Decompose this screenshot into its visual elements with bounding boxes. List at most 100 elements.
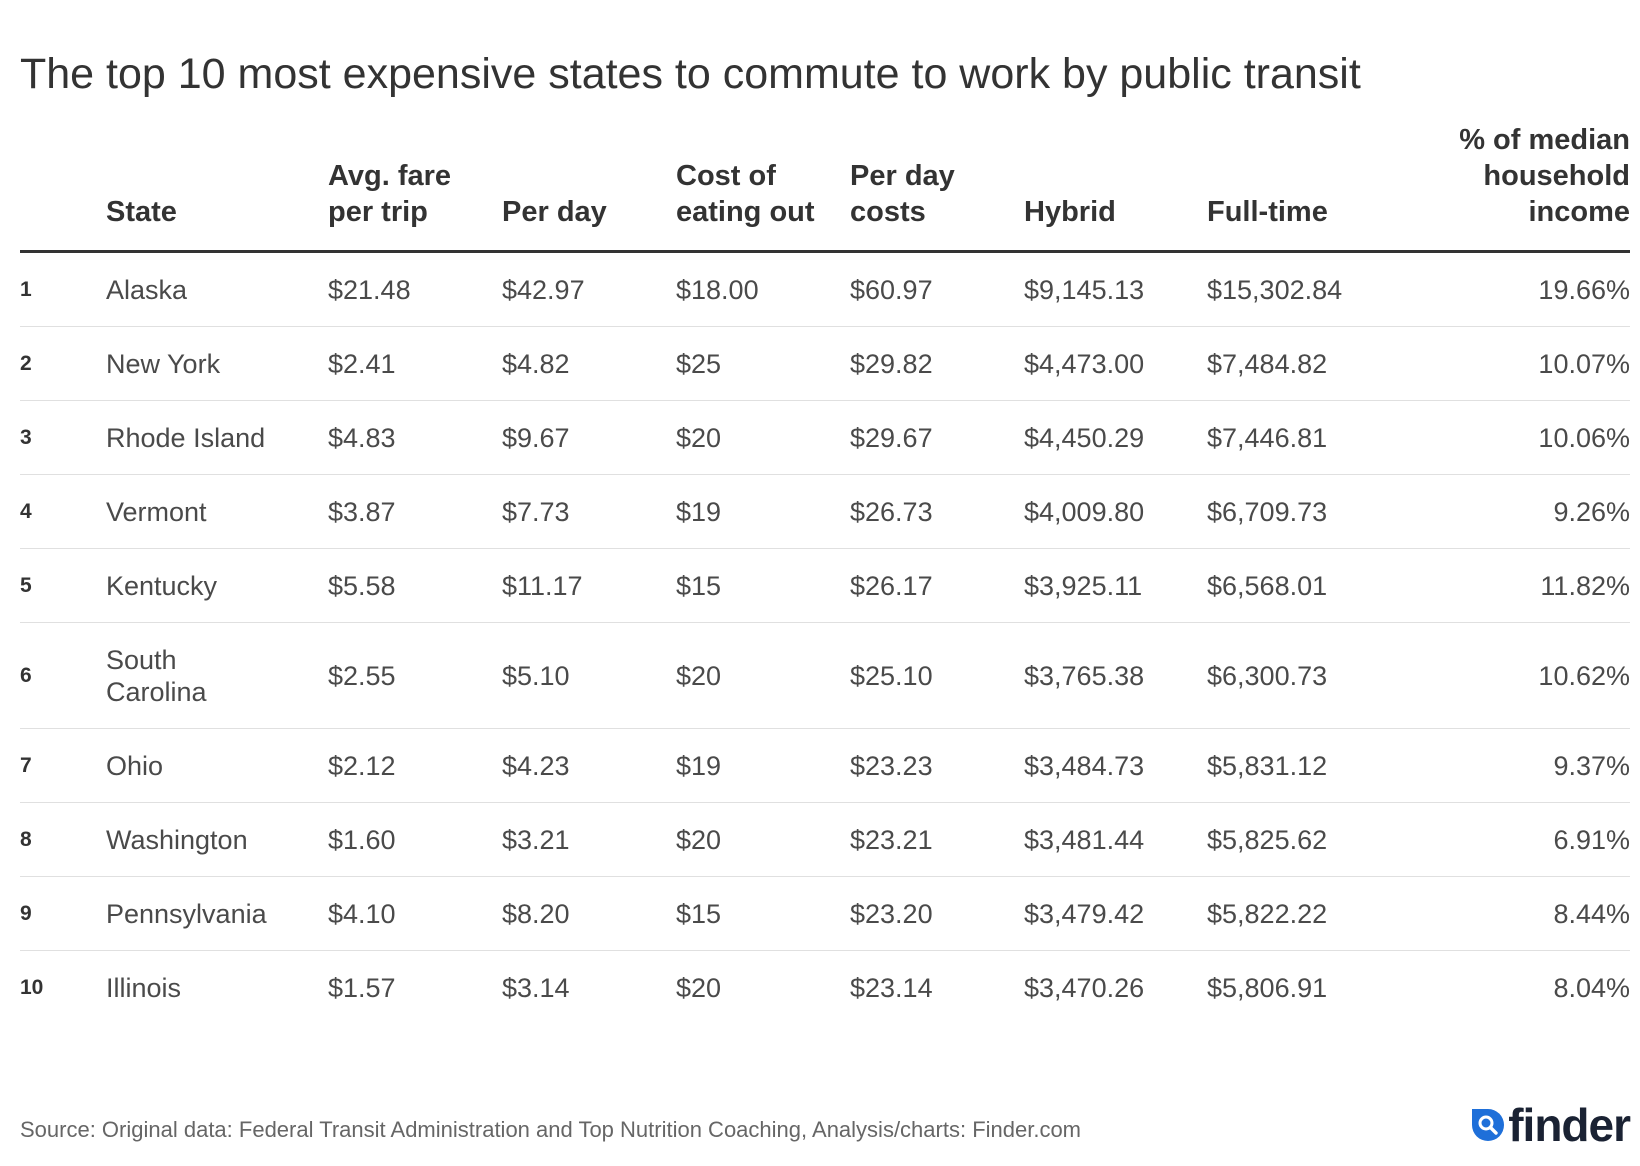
column-header-hybrid: Hybrid <box>1024 122 1207 253</box>
cell-hybrid: $3,479.42 <box>1024 876 1207 951</box>
cell-rank: 10 <box>20 975 44 999</box>
cell-hybrid: $4,450.29 <box>1024 400 1207 475</box>
cell-full-time: $6,300.73 <box>1207 622 1390 729</box>
cell-pct-income: 10.07% <box>1390 326 1630 401</box>
table-row: 1 Alaska $21.48 $42.97 $18.00 $60.97 $9,145.13… <box>20 251 1630 327</box>
chart-title: The top 10 most expensive states to comm… <box>20 49 1361 98</box>
cell-per-day-costs: $23.14 <box>850 972 933 1003</box>
cell-eating-out: $20 <box>676 802 850 877</box>
cell-per-day: $11.17 <box>502 548 676 623</box>
search-magnifier-icon <box>1472 1109 1505 1141</box>
cell-pct-income: 9.37% <box>1390 728 1630 803</box>
cell-per-day-costs: $23.23 <box>850 728 1024 803</box>
cell-hybrid: $3,470.26 <box>1024 972 1145 1003</box>
cell-per-day-costs: $23.20 <box>850 876 1024 951</box>
cell-rank: 6 <box>20 622 106 729</box>
cell-avg-fare: $1.60 <box>328 802 502 877</box>
column-header-rank <box>20 122 106 253</box>
cell-per-day: $9.67 <box>502 400 676 475</box>
column-header-state: State <box>106 122 328 253</box>
cell-pct-income: 10.06% <box>1390 400 1630 475</box>
cell-eating-out: $25 <box>676 326 850 401</box>
table-row: 7 Ohio $2.12 $4.23 $19 $23.23 $3,484.73 $5,831.… <box>20 728 1630 803</box>
cell-eating-out: $20 <box>676 972 722 1003</box>
cell-pct-income: 6.91% <box>1390 802 1630 877</box>
cell-state: Washington <box>106 802 328 877</box>
cell-full-time: $5,831.12 <box>1207 728 1390 803</box>
cell-state-text: South Carolina <box>106 644 207 707</box>
cell-hybrid: $3,481.44 <box>1024 802 1207 877</box>
table-row: 3 Rhode Island $4.83 $9.67 $20 $29.67 $4,450.2… <box>20 400 1630 475</box>
table-row: 4 Vermont $3.87 $7.73 $19 $26.73 $4,009.80 $6,7… <box>20 474 1630 549</box>
cell-hybrid: $9,145.13 <box>1024 251 1207 327</box>
cell-avg-fare: $1.57 <box>328 972 396 1003</box>
cell-per-day-costs: $26.17 <box>850 548 1024 623</box>
finder-logo: finder <box>1470 1099 1631 1151</box>
cell-full-time: $7,484.82 <box>1207 326 1390 401</box>
cell-per-day: $42.97 <box>502 251 676 327</box>
cell-full-time: $6,568.01 <box>1207 548 1390 623</box>
cell-pct-income: 9.26% <box>1390 474 1630 549</box>
cell-eating-out: $15 <box>676 548 850 623</box>
table-row: 6 South Carolina $2.55 $5.10 $20 $25.10 $3,765… <box>20 622 1630 729</box>
cell-per-day-costs: $23.21 <box>850 802 1024 877</box>
cell-full-time: $5,822.22 <box>1207 876 1390 951</box>
column-header-per-day-costs: Per day costs <box>850 122 1024 253</box>
logo-wordmark: finder <box>1508 1099 1631 1151</box>
cell-full-time: $6,709.73 <box>1207 474 1390 549</box>
table-row: 9 Pennsylvania $4.10 $8.20 $15 $23.20 $3,479.4… <box>20 876 1630 951</box>
table-header-row: State Avg. fare per trip Per day Cost of ea… <box>20 122 1630 253</box>
cell-rank: 1 <box>20 251 106 327</box>
cell-avg-fare: $21.48 <box>328 251 502 327</box>
table-body: 1 Alaska $21.48 $42.97 $18.00 $60.97 $9,145.13… <box>20 251 1630 1025</box>
cell-full-time: $15,302.84 <box>1207 251 1390 327</box>
cell-rank: 3 <box>20 400 106 475</box>
cell-hybrid: $3,484.73 <box>1024 728 1207 803</box>
cell-eating-out: $18.00 <box>676 251 850 327</box>
cell-eating-out: $20 <box>676 400 850 475</box>
cell-per-day-costs: $60.97 <box>850 251 1024 327</box>
data-table: State Avg. fare per trip Per day Cost of ea… <box>20 122 1630 1024</box>
cell-per-day-costs: $25.10 <box>850 622 1024 729</box>
column-header-full-time: Full-time <box>1207 122 1390 253</box>
table-row: 5 Kentucky $5.58 $11.17 $15 $26.17 $3,925.11 $6… <box>20 548 1630 623</box>
cell-state: Vermont <box>106 474 328 549</box>
cell-hybrid: $4,473.00 <box>1024 326 1207 401</box>
cell-per-day: $3.14 <box>502 972 570 1003</box>
cell-pct-income: 11.82% <box>1390 548 1630 623</box>
cell-state: Illinois <box>106 972 182 1003</box>
cell-avg-fare: $2.55 <box>328 622 502 729</box>
cell-full-time: $5,806.91 <box>1207 972 1328 1003</box>
cell-rank: 7 <box>20 728 106 803</box>
cell-state: South Carolina <box>106 622 328 729</box>
cell-per-day: $3.21 <box>502 802 676 877</box>
cell-per-day: $4.23 <box>502 728 676 803</box>
cell-eating-out: $15 <box>676 876 850 951</box>
cell-pct-income: 10.62% <box>1390 622 1630 729</box>
cell-avg-fare: $3.87 <box>328 474 502 549</box>
cell-avg-fare: $4.10 <box>328 876 502 951</box>
cell-hybrid: $4,009.80 <box>1024 474 1207 549</box>
cell-avg-fare: $2.41 <box>328 326 502 401</box>
source-note: Source: Original data: Federal Transit A… <box>20 1117 1082 1142</box>
cell-state: New York <box>106 326 328 401</box>
column-header-per-day: Per day <box>502 122 676 253</box>
cell-avg-fare: $4.83 <box>328 400 502 475</box>
cell-rank: 4 <box>20 474 106 549</box>
cell-per-day: $8.20 <box>502 876 676 951</box>
cell-pct-income: 8.04% <box>1553 972 1630 1003</box>
cell-eating-out: $20 <box>676 622 850 729</box>
cell-rank: 8 <box>20 802 106 877</box>
cell-rank: 9 <box>20 876 106 951</box>
column-header-eating-out: Cost of eating out <box>676 122 850 253</box>
cell-rank: 5 <box>20 548 106 623</box>
cell-full-time: $7,446.81 <box>1207 400 1390 475</box>
column-header-avg-fare: Avg. fare per trip <box>328 122 502 253</box>
cell-state: Ohio <box>106 728 328 803</box>
cell-state: Alaska <box>106 251 328 327</box>
cell-hybrid: $3,765.38 <box>1024 622 1207 729</box>
cell-state: Kentucky <box>106 548 328 623</box>
cell-pct-income: 8.44% <box>1390 876 1630 951</box>
cell-per-day: $4.82 <box>502 326 676 401</box>
cell-eating-out: $19 <box>676 728 850 803</box>
